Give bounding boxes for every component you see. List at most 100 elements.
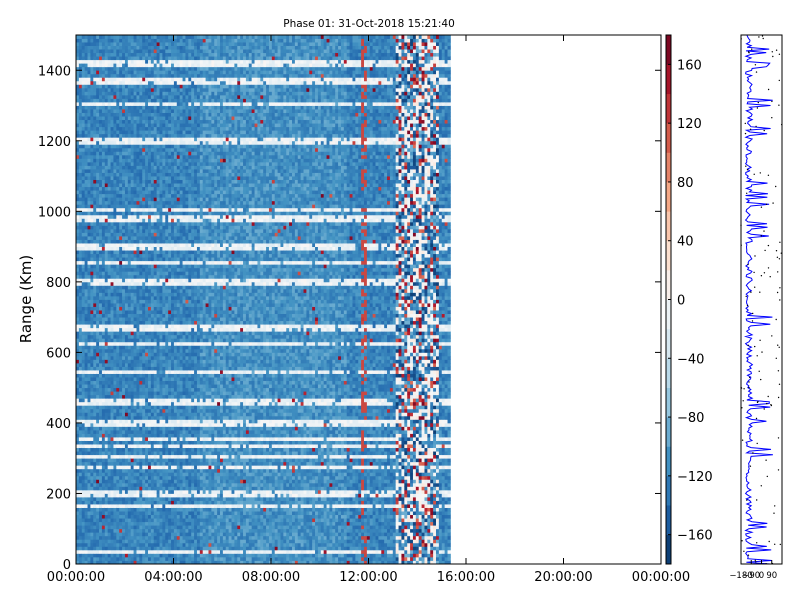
heatmap-cell bbox=[122, 56, 126, 61]
heatmap-cell bbox=[127, 295, 132, 300]
heatmap-cell bbox=[145, 408, 149, 413]
heatmap-cell bbox=[87, 35, 91, 39]
heatmap-cell bbox=[81, 447, 86, 452]
heatmap-cell bbox=[84, 359, 88, 364]
heatmap-cell bbox=[130, 232, 134, 237]
heatmap-cell bbox=[159, 91, 163, 96]
heatmap-cell bbox=[153, 306, 158, 311]
heatmap-cell bbox=[84, 165, 88, 170]
heatmap-cell bbox=[156, 475, 160, 480]
heatmap-cell bbox=[101, 137, 106, 142]
heatmap-cell bbox=[107, 288, 111, 293]
heatmap-cell bbox=[104, 320, 109, 325]
heatmap-cell bbox=[148, 105, 152, 110]
heatmap-cell bbox=[99, 514, 103, 519]
heatmap-cell bbox=[136, 366, 140, 371]
heatmap-cell bbox=[139, 437, 143, 441]
heatmap-cell bbox=[130, 327, 134, 332]
heatmap-cell bbox=[136, 458, 140, 463]
heatmap-cell bbox=[96, 514, 100, 519]
heatmap-cell bbox=[119, 80, 123, 85]
heatmap-cell bbox=[90, 197, 94, 202]
heatmap-cell bbox=[107, 528, 111, 533]
heatmap-cell bbox=[81, 91, 86, 96]
heatmap-cell bbox=[90, 486, 94, 491]
heatmap-cell bbox=[127, 451, 132, 456]
heatmap-cell bbox=[90, 426, 94, 431]
heatmap-cell bbox=[142, 479, 146, 484]
heatmap-cell bbox=[159, 84, 163, 89]
heatmap-cell bbox=[165, 391, 169, 396]
heatmap-cell bbox=[99, 285, 103, 290]
heatmap-cell bbox=[127, 521, 132, 526]
heatmap-cell bbox=[122, 542, 126, 547]
heatmap-cell bbox=[136, 401, 140, 406]
heatmap-cell bbox=[119, 521, 123, 526]
heatmap-cell bbox=[153, 130, 158, 135]
heatmap-cell bbox=[148, 98, 152, 103]
heatmap-cell bbox=[87, 444, 91, 449]
heatmap-cell bbox=[133, 387, 137, 392]
heatmap-cell bbox=[116, 87, 120, 92]
heatmap-cell bbox=[93, 479, 97, 484]
heatmap-cell bbox=[76, 197, 80, 202]
heatmap-cell bbox=[84, 331, 88, 336]
heatmap-cell bbox=[156, 489, 160, 494]
heatmap-cell bbox=[116, 539, 120, 544]
heatmap-cell bbox=[113, 130, 117, 135]
heatmap-cell bbox=[142, 119, 146, 124]
heatmap-cell bbox=[119, 528, 123, 533]
heatmap-cell bbox=[104, 123, 109, 128]
heatmap-cell bbox=[122, 130, 126, 135]
heatmap-cell bbox=[81, 528, 86, 533]
heatmap-cell bbox=[145, 49, 149, 54]
heatmap-cell bbox=[127, 310, 132, 315]
heatmap-cell bbox=[139, 179, 143, 184]
heatmap-cell bbox=[165, 147, 169, 152]
heatmap-cell bbox=[104, 225, 109, 230]
heatmap-cell bbox=[93, 306, 97, 311]
heatmap-cell bbox=[104, 236, 109, 240]
heatmap-cell bbox=[119, 327, 123, 332]
heatmap-cell bbox=[99, 528, 103, 533]
heatmap-cell bbox=[139, 59, 143, 64]
heatmap-cell bbox=[133, 190, 137, 195]
heatmap-cell bbox=[96, 126, 100, 131]
heatmap-cell bbox=[87, 42, 91, 46]
heatmap-cell bbox=[84, 324, 88, 329]
heatmap-cell bbox=[101, 193, 106, 198]
heatmap-cell bbox=[81, 38, 86, 43]
heatmap-cell bbox=[130, 426, 134, 431]
heatmap-cell bbox=[133, 451, 137, 456]
heatmap-cell bbox=[104, 176, 109, 180]
heatmap-cell bbox=[139, 500, 143, 505]
heatmap-cell bbox=[87, 539, 91, 544]
heatmap-cell bbox=[159, 183, 163, 188]
heatmap-cell bbox=[159, 218, 163, 223]
heatmap-cell bbox=[101, 511, 106, 516]
heatmap-cell bbox=[119, 91, 123, 96]
heatmap-cell bbox=[136, 507, 140, 512]
heatmap-cell bbox=[76, 405, 80, 410]
heatmap-cell bbox=[119, 105, 123, 110]
heatmap-cell bbox=[93, 232, 97, 237]
heatmap-cell bbox=[153, 429, 158, 434]
heatmap-cell bbox=[107, 500, 111, 505]
heatmap-cell bbox=[145, 521, 149, 526]
heatmap-cell bbox=[150, 140, 155, 145]
heatmap-cell bbox=[99, 412, 103, 417]
heatmap-cell bbox=[159, 415, 163, 420]
heatmap-cell bbox=[96, 472, 100, 477]
heatmap-cell bbox=[145, 183, 149, 188]
heatmap-cell bbox=[78, 281, 83, 286]
heatmap-cell bbox=[81, 119, 86, 124]
heatmap-cell bbox=[168, 362, 172, 367]
heatmap-cell bbox=[104, 514, 109, 519]
heatmap-cell bbox=[107, 539, 111, 544]
heatmap-cell bbox=[113, 317, 117, 322]
heatmap-cell bbox=[162, 440, 166, 445]
heatmap-cell bbox=[76, 271, 80, 276]
heatmap-cell bbox=[78, 105, 83, 110]
heatmap-cell bbox=[142, 556, 146, 561]
heatmap-cell bbox=[145, 161, 149, 166]
